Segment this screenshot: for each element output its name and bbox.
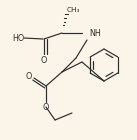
- Text: O: O: [26, 72, 32, 80]
- Text: HO: HO: [12, 33, 24, 43]
- Text: CH₃: CH₃: [67, 7, 81, 13]
- Text: O: O: [43, 102, 49, 111]
- Text: O: O: [41, 55, 47, 65]
- Text: NH: NH: [89, 29, 101, 38]
